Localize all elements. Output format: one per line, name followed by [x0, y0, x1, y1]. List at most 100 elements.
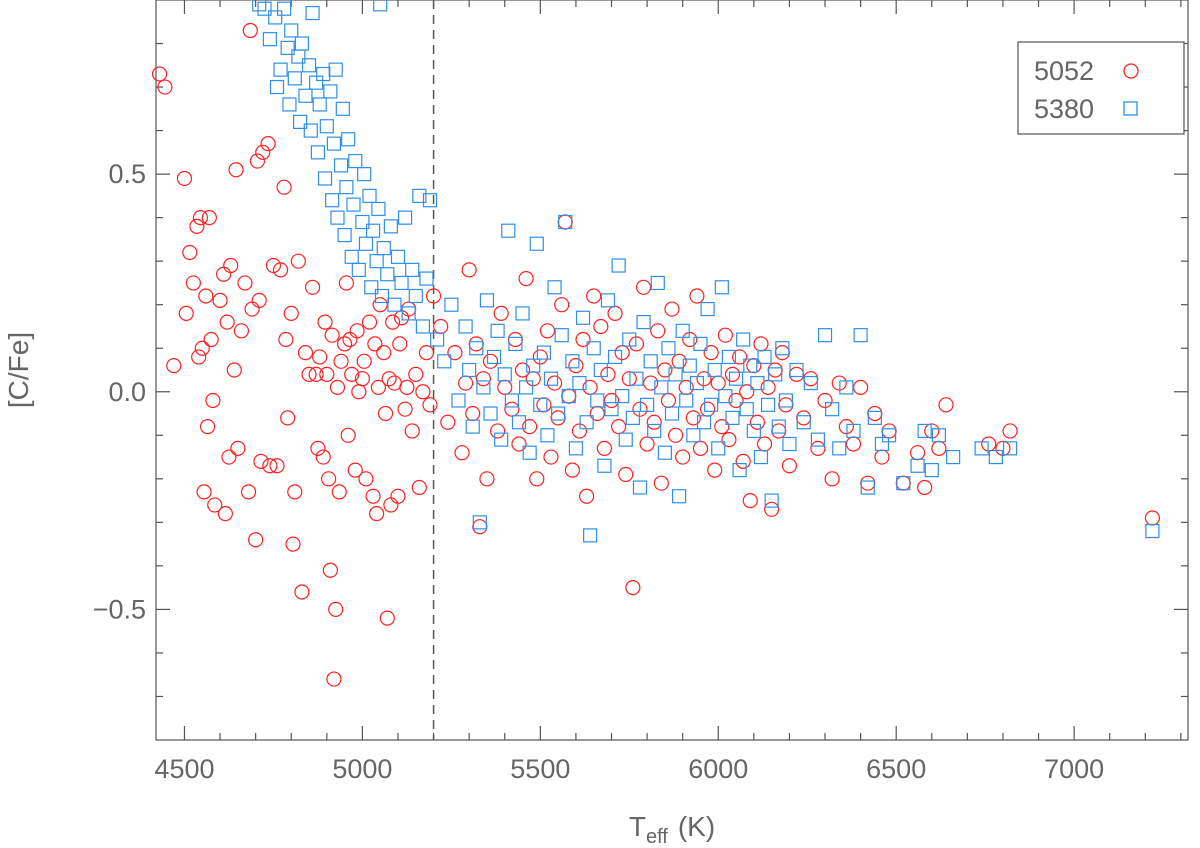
data-point-circle — [739, 384, 755, 400]
data-point-square — [373, 0, 388, 12]
data-point-circle — [269, 458, 285, 474]
data-point-circle — [753, 336, 769, 352]
data-point-circle — [504, 401, 520, 417]
data-point-circle — [678, 379, 694, 396]
data-point-square — [369, 254, 384, 269]
data-point-circle — [356, 353, 372, 369]
data-point-square — [825, 402, 840, 417]
data-point-square — [988, 449, 1003, 465]
data-point-square — [757, 349, 772, 365]
data-point-circle — [422, 397, 438, 413]
data-point-circle — [600, 366, 616, 382]
data-point-square — [252, 0, 267, 12]
data-point-square — [401, 306, 416, 321]
data-point-circle — [385, 314, 401, 330]
data-point-circle — [646, 414, 662, 430]
data-point-circle — [550, 410, 566, 426]
data-point-square — [554, 328, 569, 343]
data-point-circle — [728, 392, 744, 409]
data-point-circle — [397, 401, 413, 417]
data-point-square — [622, 332, 637, 347]
data-point-square — [600, 293, 616, 308]
data-point-circle — [749, 414, 766, 430]
data-point-square — [282, 97, 297, 112]
data-point-circle — [771, 423, 787, 439]
data-point-square — [543, 371, 559, 386]
data-point-circle — [157, 79, 173, 95]
data-point-circle — [392, 336, 408, 352]
data-point-circle — [607, 305, 623, 322]
data-point-square — [575, 310, 591, 325]
data-point-circle — [285, 536, 301, 552]
data-point-circle — [938, 397, 954, 413]
data-point-square — [810, 432, 826, 447]
data-point-circle — [297, 344, 314, 361]
data-point-square — [522, 445, 537, 460]
data-point-circle — [924, 423, 940, 439]
data-point-square — [280, 40, 295, 55]
data-point-circle — [817, 392, 833, 409]
data-point-circle — [635, 279, 652, 295]
data-point-square — [326, 136, 342, 151]
data-point-square — [615, 389, 630, 404]
data-point-square — [476, 380, 491, 395]
data-point-square — [728, 371, 744, 386]
data-point-square — [458, 319, 473, 334]
data-point-circle — [290, 253, 306, 269]
data-point-square — [483, 406, 498, 421]
data-point-circle — [710, 375, 726, 391]
data-point-square — [668, 367, 683, 382]
data-point-circle — [490, 423, 506, 439]
data-point-circle — [675, 449, 691, 465]
data-point-square — [323, 84, 338, 99]
data-point-circle — [176, 170, 193, 187]
data-point-circle — [182, 244, 198, 261]
data-point-circle — [586, 288, 602, 304]
x-tick-label: 5500 — [510, 754, 570, 784]
data-point-square — [625, 410, 640, 425]
data-point-square — [586, 341, 601, 356]
data-point-circle — [370, 379, 387, 396]
data-point-circle — [191, 349, 207, 365]
data-point-square — [607, 349, 623, 365]
data-point-circle — [643, 375, 659, 391]
data-point-square — [515, 306, 530, 321]
data-point-square — [422, 193, 438, 208]
data-point-circle — [418, 344, 435, 361]
data-point-circle — [377, 405, 394, 422]
legend: 5052 5380 — [1017, 41, 1185, 135]
data-point-circle — [415, 384, 431, 400]
data-point-square — [672, 489, 687, 504]
data-point-square — [917, 423, 932, 439]
data-point-square — [536, 345, 551, 360]
data-point-circle — [546, 375, 563, 391]
data-point-square — [853, 328, 868, 343]
data-point-circle — [845, 436, 862, 452]
data-point-square — [415, 319, 430, 334]
data-point-circle — [454, 445, 470, 461]
data-point-square — [294, 36, 310, 51]
data-point-square — [561, 389, 576, 404]
data-point-circle — [178, 305, 194, 322]
data-point-circle — [320, 471, 337, 487]
data-point-circle — [390, 488, 406, 504]
data-point-square — [629, 371, 644, 386]
data-point-circle — [788, 366, 805, 382]
data-point-circle — [1002, 423, 1018, 439]
data-point-square — [689, 375, 705, 391]
data-point-square — [725, 410, 740, 425]
data-point-circle — [767, 362, 783, 378]
data-point-circle — [518, 270, 534, 287]
data-point-square — [344, 249, 359, 264]
data-point-circle — [468, 336, 484, 352]
data-point-square — [565, 354, 580, 369]
data-point-circle — [578, 488, 595, 504]
data-point-square — [896, 476, 911, 491]
data-point-circle — [756, 436, 773, 452]
data-point-circle — [625, 580, 641, 596]
data-point-square — [1145, 523, 1160, 539]
data-point-square — [714, 280, 729, 295]
data-point-circle — [472, 519, 488, 535]
data-point-square — [518, 380, 534, 395]
data-point-circle — [461, 262, 477, 278]
